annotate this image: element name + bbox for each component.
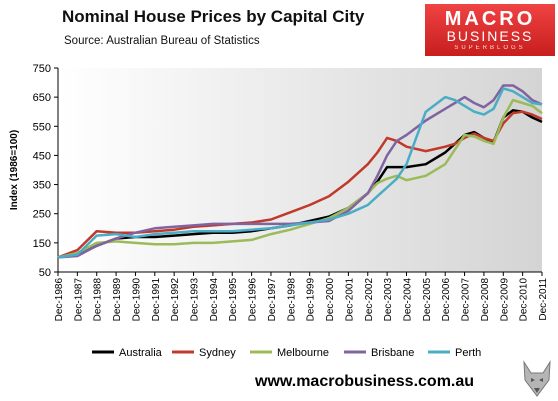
y-tick-label: 50	[39, 267, 51, 279]
series-line-brisbane	[57, 84, 543, 259]
x-tick-label: Dec-1999	[306, 278, 317, 322]
series-line-perth	[57, 87, 543, 259]
x-tick-label: Dec-1997	[267, 278, 278, 322]
logo-line-2: BUSINESS	[446, 28, 534, 44]
x-tick-label: Dec-1993	[190, 278, 201, 322]
legend-label-melbourne: Melbourne	[277, 347, 329, 359]
x-tick-label: Dec-1988	[93, 278, 104, 322]
legend-label-australia: Australia	[119, 347, 163, 359]
legend-label-brisbane: Brisbane	[371, 347, 414, 359]
x-tick-label: Dec-2005	[422, 278, 433, 322]
macrobusiness-logo: MACRO BUSINESS SUPERBLOGS	[425, 4, 555, 56]
x-tick-label: Dec-1986	[54, 278, 65, 322]
logo-line-3: SUPERBLOGS	[454, 45, 526, 51]
y-tick-label: 750	[33, 63, 51, 75]
y-tick-label: 150	[33, 238, 51, 250]
legend-label-perth: Perth	[455, 347, 481, 359]
y-tick-label: 350	[33, 180, 51, 192]
x-tick-label: Dec-1989	[112, 278, 123, 322]
series-line-sydney	[57, 110, 543, 259]
x-tick-label: Dec-2010	[519, 278, 530, 322]
x-tick-label: Dec-1990	[131, 278, 142, 322]
x-tick-label: Dec-1991	[151, 278, 162, 322]
x-tick-label: Dec-1995	[228, 278, 239, 322]
legend-label-sydney: Sydney	[199, 347, 236, 359]
x-tick-label: Dec-2003	[383, 278, 394, 322]
x-tick-label: Dec-2006	[441, 278, 452, 322]
website-url: www.macrobusiness.com.au	[255, 373, 475, 390]
y-tick-label: 550	[33, 121, 51, 133]
x-tick-label: Dec-2001	[344, 278, 355, 322]
x-tick-label: Dec-2009	[499, 278, 510, 322]
x-tick-label: Dec-1994	[209, 278, 220, 322]
x-tick-label: Dec-2000	[325, 278, 336, 322]
x-tick-label: Dec-2007	[461, 278, 472, 322]
x-tick-label: Dec-2008	[480, 278, 491, 322]
chart-source: Source: Australian Bureau of Statistics	[64, 35, 260, 47]
chart-title: Nominal House Prices by Capital City	[62, 7, 365, 26]
x-tick-label: Dec-1998	[286, 278, 297, 322]
x-tick-label: Dec-1992	[170, 278, 181, 322]
y-tick-label: 450	[33, 150, 51, 162]
y-tick-label: 650	[33, 92, 51, 104]
x-tick-label: Dec-2004	[402, 278, 413, 322]
logo-line-1: MACRO	[444, 8, 536, 30]
x-tick-label: Dec-2002	[364, 278, 375, 322]
x-tick-label: Dec-1987	[73, 278, 84, 322]
chart-legend: Australia Sydney Melbourne Brisbane Perth	[92, 347, 481, 359]
y-axis-label: Index (1986=100)	[9, 130, 20, 210]
wolf-logo-icon	[523, 360, 551, 397]
x-tick-label: Dec-2011	[538, 278, 549, 321]
y-tick-label: 250	[33, 209, 51, 221]
x-tick-label: Dec-1996	[248, 278, 259, 322]
